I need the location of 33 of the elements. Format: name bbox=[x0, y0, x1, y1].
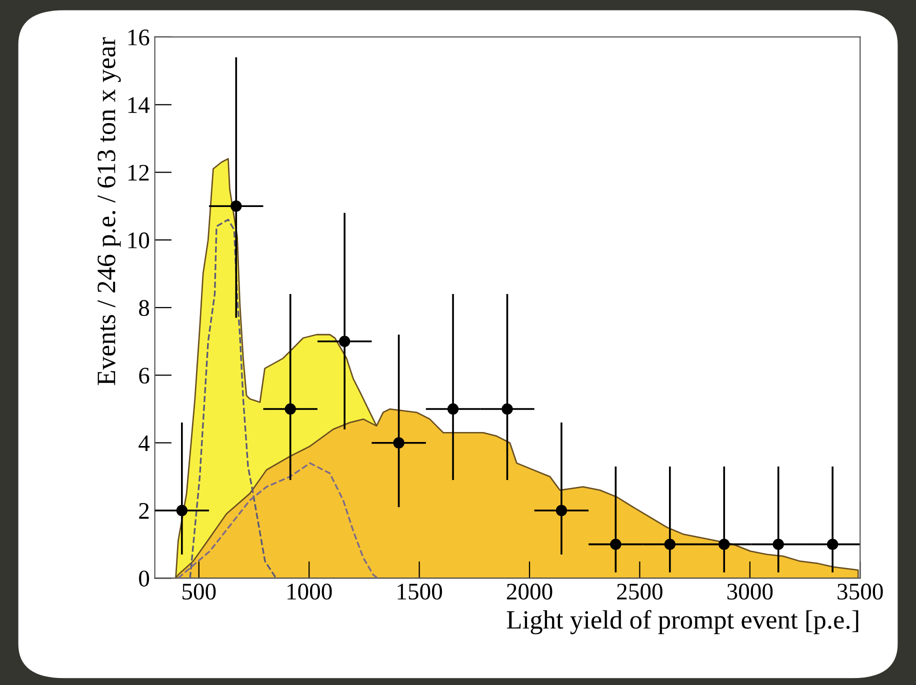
x-axis-title: Light yield of prompt event [p.e.] bbox=[506, 610, 858, 634]
point bbox=[610, 538, 622, 550]
y-tick-label: 14 bbox=[128, 97, 150, 113]
y-tick-label: 16 bbox=[128, 30, 150, 46]
point bbox=[502, 403, 513, 415]
point bbox=[176, 504, 188, 516]
x-tick-label: 2500 bbox=[617, 584, 662, 600]
point bbox=[556, 504, 568, 516]
y-tick-label: 0 bbox=[139, 570, 150, 587]
y-tick-label: 6 bbox=[139, 368, 150, 384]
y-tick-label: 2 bbox=[139, 503, 149, 519]
line-series bbox=[177, 462, 378, 578]
point bbox=[772, 538, 784, 550]
point bbox=[664, 538, 676, 550]
y-tick-label: 4 bbox=[138, 436, 150, 452]
y-tick-label: 10 bbox=[128, 232, 150, 248]
x-tick-label: 500 bbox=[182, 584, 216, 600]
point bbox=[718, 538, 730, 550]
x-tick-label: 3000 bbox=[727, 584, 773, 600]
x-tick-label: 3500 bbox=[838, 584, 883, 600]
point bbox=[393, 437, 404, 448]
y-axis-title: Events / 246 p.e. / 613 ton x year bbox=[98, 37, 121, 386]
point bbox=[284, 403, 296, 415]
point bbox=[338, 336, 350, 347]
line-series bbox=[189, 218, 277, 578]
x-tick-label: 1500 bbox=[398, 584, 442, 600]
point bbox=[826, 538, 838, 550]
y-tick-label: 8 bbox=[139, 300, 150, 316]
y-tick-label: 12 bbox=[128, 164, 149, 180]
point bbox=[230, 200, 242, 212]
x-tick-label: 2000 bbox=[506, 584, 552, 600]
x-tick-label: 1000 bbox=[288, 584, 332, 600]
point bbox=[447, 403, 459, 415]
